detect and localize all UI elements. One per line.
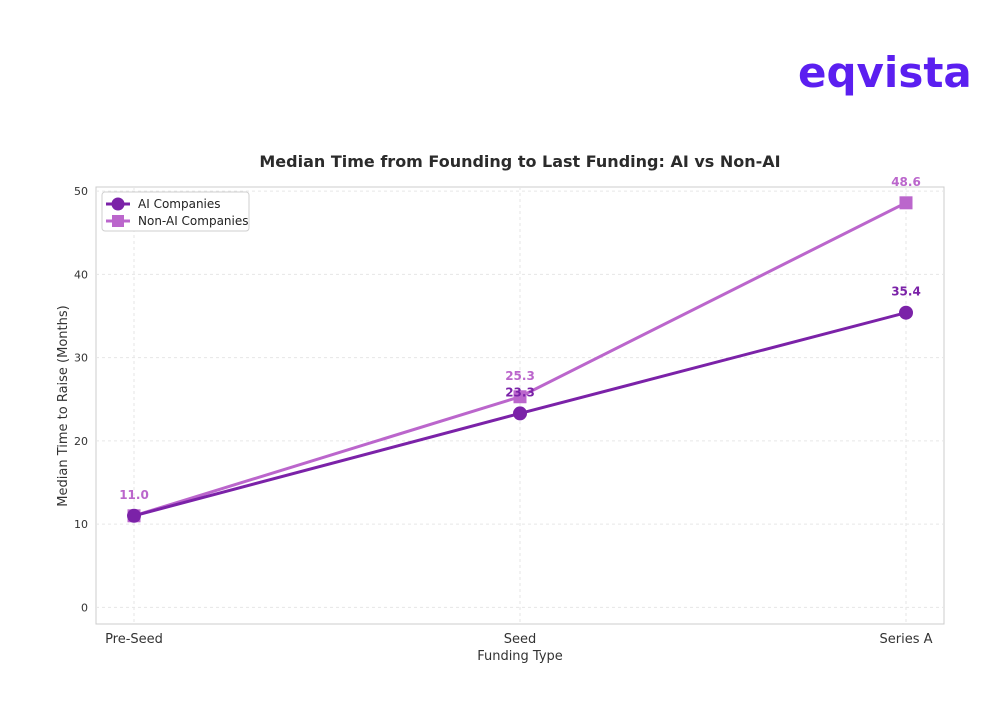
x-tick-label: Pre-Seed: [105, 632, 163, 647]
ai-companies-point: [513, 406, 527, 421]
non-ai-companies-data-label: 25.3: [505, 369, 535, 383]
ai-companies-legend-marker: [111, 197, 125, 211]
non-ai-companies-legend-marker: [112, 215, 124, 227]
y-tick-label: 10: [74, 518, 88, 531]
non-ai-companies-point: [899, 196, 913, 210]
non-ai-companies-data-label: 11.0: [119, 488, 149, 502]
y-tick-label: 40: [74, 268, 88, 281]
y-tick-label: 0: [81, 601, 88, 614]
ai-companies-point: [899, 305, 913, 320]
non-ai-companies-legend-label: Non-AI Companies: [138, 214, 249, 228]
ai-companies-data-label: 35.4: [891, 285, 921, 299]
grid-lines: [96, 187, 944, 624]
x-tick-labels: Pre-Seed Seed Series A: [105, 632, 933, 647]
y-tick-label: 30: [74, 352, 88, 365]
x-axis-label: Funding Type: [477, 649, 563, 664]
legend: AI Companies Non-AI Companies: [101, 191, 250, 232]
legend-box: [101, 191, 250, 232]
non-ai-companies-point: [513, 390, 527, 404]
y-axis-label: Median Time to Raise (Months): [56, 305, 71, 506]
ai-companies-data-label: 23.3: [505, 385, 535, 399]
y-tick-label: 20: [74, 435, 88, 448]
y-tick-label: 50: [74, 185, 88, 198]
eqvista-logo: eqvista: [798, 48, 972, 97]
ai-companies-legend-label: AI Companies: [138, 197, 221, 211]
series-lines: [127, 196, 913, 523]
non-ai-companies-data-label: 48.6: [891, 175, 921, 189]
x-tick-label: Seed: [504, 632, 537, 647]
data-labels: 11.0 25.3 48.6 23.3 35.4: [119, 175, 921, 502]
y-tick-labels: 0 10 20 30 40 50: [74, 185, 88, 614]
ai-companies-point: [127, 508, 141, 523]
chart-title: Median Time from Founding to Last Fundin…: [259, 152, 780, 171]
x-tick-label: Series A: [879, 632, 932, 647]
